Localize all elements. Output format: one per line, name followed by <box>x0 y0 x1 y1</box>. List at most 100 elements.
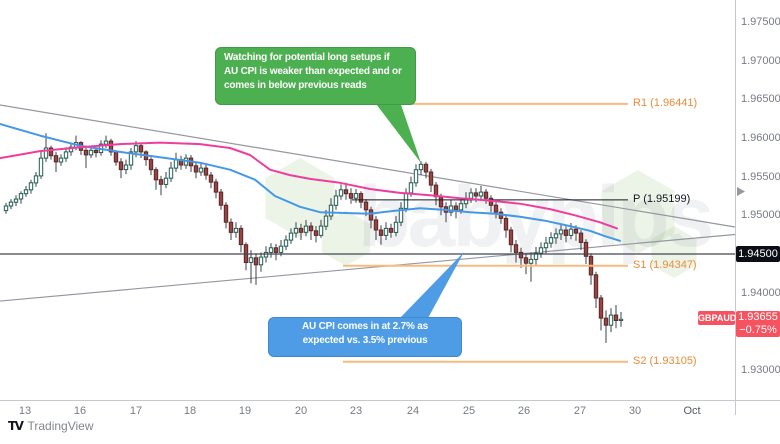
ma-line-slow-ma-pink[interactable] <box>0 141 618 230</box>
candle[interactable] <box>38 150 44 179</box>
trendline-descending-resistance[interactable] <box>0 104 736 228</box>
candle[interactable] <box>123 159 129 175</box>
candle[interactable] <box>178 155 184 170</box>
candle[interactable] <box>583 239 589 264</box>
candle[interactable] <box>118 158 124 179</box>
candle[interactable] <box>198 162 204 176</box>
candle[interactable] <box>543 236 549 254</box>
candle[interactable] <box>398 202 404 227</box>
blue-callout[interactable]: AU CPI comes in at 2.7% as expected vs. 3… <box>268 317 462 357</box>
candle[interactable] <box>113 150 119 166</box>
trendline-ascending-support[interactable] <box>0 233 736 302</box>
candle[interactable] <box>598 295 604 331</box>
candle[interactable] <box>23 185 29 197</box>
candle[interactable] <box>333 189 339 210</box>
candle[interactable] <box>368 206 374 229</box>
candle[interactable] <box>508 226 514 253</box>
candle[interactable] <box>533 247 539 265</box>
candle[interactable] <box>28 179 34 194</box>
candle[interactable] <box>553 228 559 244</box>
candle[interactable] <box>428 168 434 193</box>
ma-line-fast-ma-blue[interactable] <box>0 123 621 242</box>
candle[interactable] <box>163 172 169 189</box>
candle[interactable] <box>258 252 264 272</box>
candle[interactable] <box>188 155 194 172</box>
candle[interactable] <box>353 189 359 203</box>
candle[interactable] <box>228 218 234 240</box>
candle[interactable] <box>378 225 384 245</box>
candle[interactable] <box>108 138 114 156</box>
candle[interactable] <box>48 145 54 160</box>
candle[interactable] <box>448 199 454 217</box>
candle[interactable] <box>603 310 609 343</box>
candle[interactable] <box>513 240 519 263</box>
candle[interactable] <box>243 242 249 271</box>
candle[interactable] <box>303 219 309 237</box>
candle[interactable] <box>478 185 484 200</box>
candle[interactable] <box>423 161 429 179</box>
candle[interactable] <box>313 226 319 243</box>
candle[interactable] <box>283 235 289 251</box>
candle[interactable] <box>308 222 314 240</box>
candle[interactable] <box>13 195 19 206</box>
candle[interactable] <box>593 271 599 309</box>
candle[interactable] <box>588 253 594 285</box>
green-callout-tail[interactable] <box>370 96 421 163</box>
candle[interactable] <box>158 175 164 196</box>
candle[interactable] <box>268 243 274 258</box>
candle[interactable] <box>8 199 14 210</box>
candle[interactable] <box>608 308 614 333</box>
candle[interactable] <box>3 202 9 214</box>
candle[interactable] <box>253 253 259 285</box>
candle[interactable] <box>343 182 349 200</box>
candle[interactable] <box>523 253 529 275</box>
candle[interactable] <box>143 150 149 166</box>
candle[interactable] <box>548 232 554 248</box>
candle[interactable] <box>288 228 294 244</box>
candle[interactable] <box>208 172 214 189</box>
candle[interactable] <box>273 243 279 261</box>
candle[interactable] <box>248 250 254 284</box>
candle[interactable] <box>213 178 219 199</box>
blue-callout-tail[interactable] <box>400 252 464 318</box>
candle[interactable] <box>328 198 334 220</box>
candle[interactable] <box>63 147 69 162</box>
candle[interactable] <box>128 148 134 170</box>
candle[interactable] <box>613 305 619 329</box>
candle[interactable] <box>193 161 199 179</box>
candle[interactable] <box>618 312 624 327</box>
candle[interactable] <box>528 252 534 282</box>
candle[interactable] <box>58 154 64 166</box>
candle[interactable] <box>338 184 344 200</box>
candle[interactable] <box>173 152 179 172</box>
candle[interactable] <box>223 202 229 229</box>
candle[interactable] <box>388 223 394 238</box>
candle[interactable] <box>393 216 399 237</box>
candle[interactable] <box>298 223 304 240</box>
candle[interactable] <box>293 222 299 238</box>
candle[interactable] <box>383 222 389 240</box>
candle[interactable] <box>413 164 419 187</box>
candle[interactable] <box>348 188 354 204</box>
candle[interactable] <box>558 223 564 240</box>
candle[interactable] <box>578 230 584 251</box>
candle[interactable] <box>148 157 154 176</box>
candle[interactable] <box>238 225 244 253</box>
candle[interactable] <box>168 161 174 182</box>
candle[interactable] <box>233 222 239 238</box>
green-callout[interactable]: Watching for potential long setups if AU … <box>215 47 416 105</box>
candle[interactable] <box>318 219 324 238</box>
tradingview-attribution[interactable]: TV TradingView <box>8 419 94 433</box>
candle[interactable] <box>538 242 544 258</box>
candle[interactable] <box>493 202 499 219</box>
candle[interactable] <box>33 172 39 187</box>
candle[interactable] <box>563 226 569 243</box>
candle[interactable] <box>218 189 224 210</box>
candle[interactable] <box>18 191 24 204</box>
candle[interactable] <box>418 161 424 176</box>
candle[interactable] <box>83 145 89 169</box>
candle[interactable] <box>373 216 379 240</box>
candle[interactable] <box>518 247 524 268</box>
candle[interactable] <box>503 215 509 238</box>
